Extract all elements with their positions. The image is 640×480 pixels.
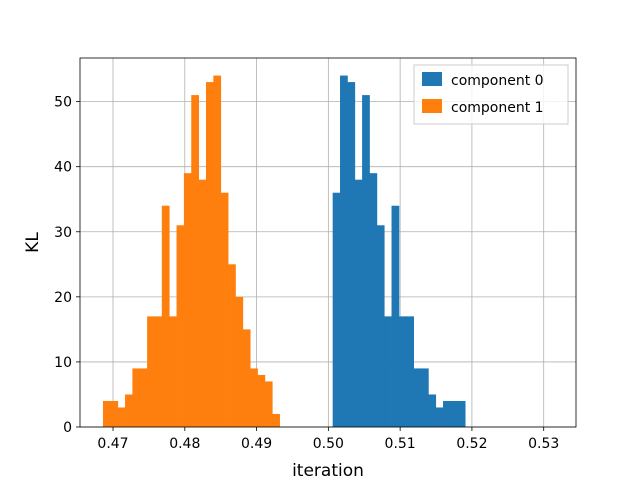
legend: component 0 component 1 (413, 64, 569, 125)
bar-component-0-4 (362, 95, 370, 427)
bars (102, 75, 466, 428)
bar-component-1-18 (235, 296, 244, 427)
bar-component-0-2 (347, 82, 356, 427)
bar-component-1-8 (161, 205, 170, 427)
bar-component-0-1 (340, 75, 348, 428)
bar-component-0-3 (354, 179, 363, 427)
bar-component-1-10 (176, 225, 185, 427)
y-tick-label-2: 20 (54, 290, 72, 306)
bar-component-1-5 (139, 368, 148, 427)
bar-component-0-16 (450, 400, 459, 427)
bar-component-1-9 (169, 316, 177, 427)
y-tick-label-0: 0 (63, 420, 72, 436)
x-tick-label-6: 0.53 (528, 436, 559, 452)
legend-label-component-1: component 1 (451, 100, 544, 116)
y-tick-label-1: 10 (54, 355, 72, 371)
y-axis-ticks: 0 10 20 30 40 50 (54, 95, 80, 436)
bar-component-1-1 (110, 400, 119, 427)
bar-component-0-13 (428, 394, 437, 427)
legend-label-component-0: component 0 (451, 73, 544, 89)
bar-component-1-12 (191, 95, 200, 427)
bar-component-1-17 (228, 264, 236, 427)
legend-swatch-component-0 (422, 72, 442, 86)
bar-component-0-9 (398, 316, 407, 427)
bar-component-0-7 (384, 316, 392, 427)
bar-component-1-13 (198, 179, 207, 427)
bar-component-1-20 (250, 368, 258, 427)
bar-component-1-11 (183, 173, 192, 427)
bar-component-1-19 (242, 329, 251, 427)
bar-component-0-15 (443, 400, 451, 427)
bar-component-1-23 (272, 413, 280, 427)
bar-component-0-17 (457, 400, 466, 427)
y-axis-label: KL (23, 232, 43, 253)
bar-component-1-4 (132, 368, 141, 427)
bar-component-1-7 (154, 316, 163, 427)
y-tick-label-5: 50 (54, 95, 72, 111)
x-tick-label-1: 0.48 (169, 436, 200, 452)
bar-component-1-14 (205, 82, 214, 427)
bar-component-1-21 (257, 374, 266, 427)
bar-component-1-22 (264, 381, 273, 427)
legend-swatch-component-1 (422, 99, 442, 113)
x-tick-label-0: 0.47 (97, 436, 128, 452)
x-tick-label-5: 0.52 (456, 436, 487, 452)
bar-component-0-14 (435, 407, 444, 427)
bar-component-1-3 (125, 394, 133, 427)
bar-component-1-6 (147, 316, 155, 427)
bar-component-0-12 (420, 368, 429, 427)
x-tick-label-4: 0.51 (385, 436, 416, 452)
bar-component-1-0 (102, 400, 111, 427)
y-tick-label-4: 40 (54, 160, 72, 176)
bar-component-1-16 (220, 192, 229, 427)
bar-component-0-6 (376, 225, 385, 427)
bar-component-0-11 (413, 368, 422, 427)
bar-component-0-10 (406, 316, 414, 427)
x-tick-label-2: 0.49 (241, 436, 272, 452)
x-axis-label: iteration (292, 461, 364, 480)
bar-component-0-5 (369, 173, 378, 427)
x-axis-ticks: 0.47 0.48 0.49 0.50 0.51 0.52 0.53 (97, 427, 559, 452)
y-tick-label-3: 30 (54, 225, 72, 241)
bar-component-1-15 (213, 75, 222, 428)
bar-component-0-8 (391, 205, 400, 427)
bar-component-1-2 (117, 407, 126, 427)
bar-component-0-0 (332, 192, 341, 427)
x-tick-label-3: 0.50 (313, 436, 344, 452)
